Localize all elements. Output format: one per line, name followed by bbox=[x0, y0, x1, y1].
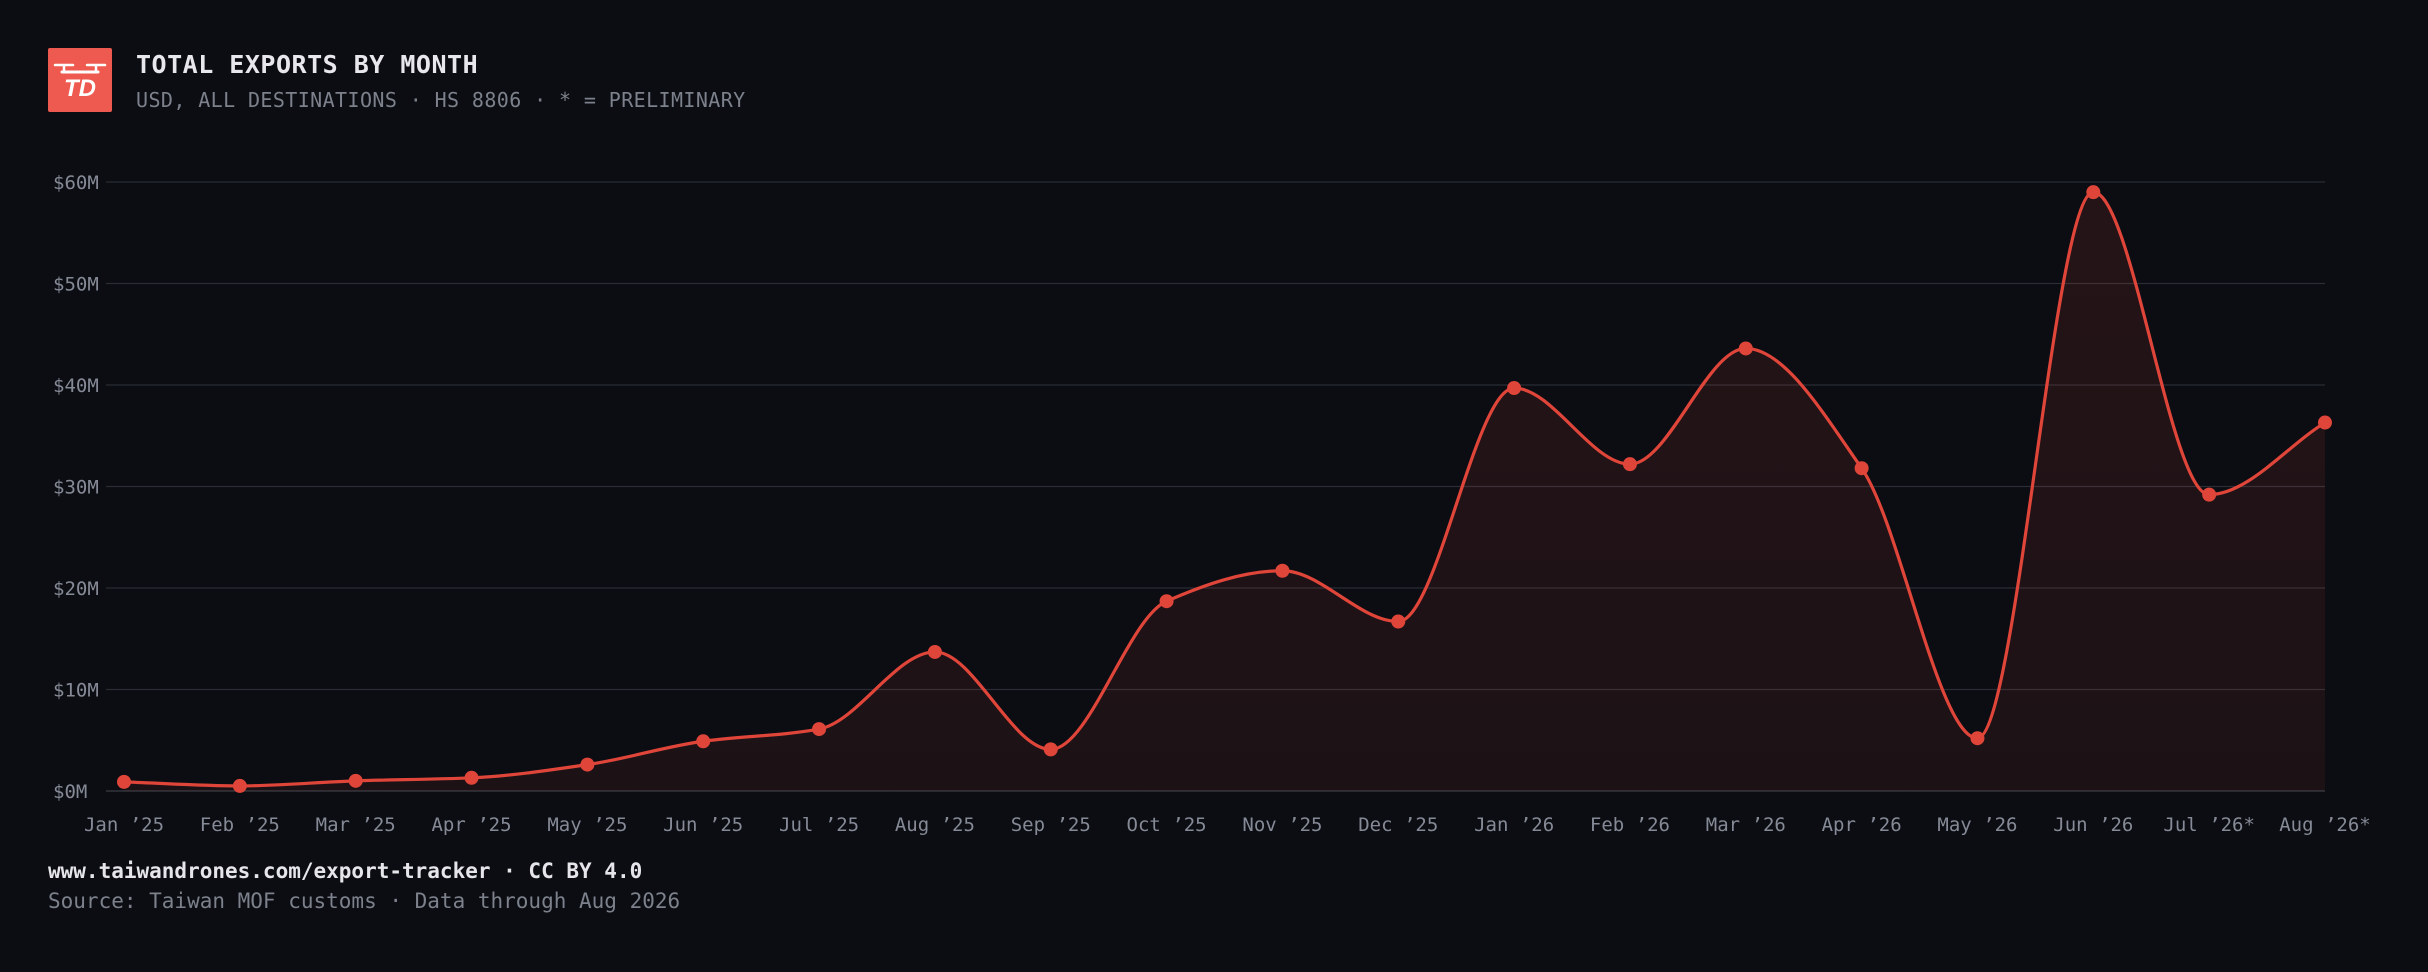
data-point bbox=[1391, 614, 1406, 629]
data-points bbox=[117, 185, 2332, 793]
y-axis-ticks: $0M $10M $20M $30M $40M $50M $60M bbox=[53, 172, 99, 803]
export-line-chart: $0M $10M $20M $30M $40M $50M $60M Jan ’25 Feb ’… bbox=[53, 172, 2371, 836]
brand-logo: TD bbox=[48, 48, 112, 112]
x-tick-label: Apr ’26 bbox=[1822, 814, 1902, 836]
data-point bbox=[696, 734, 711, 749]
data-point bbox=[1507, 381, 1522, 396]
y-tick-label: $50M bbox=[53, 274, 99, 296]
data-point bbox=[348, 773, 363, 788]
exports-area bbox=[124, 192, 2325, 791]
data-point bbox=[812, 722, 827, 737]
x-tick-label: Oct ’25 bbox=[1127, 814, 1207, 836]
data-point bbox=[927, 644, 942, 659]
y-tick-label: $40M bbox=[53, 375, 99, 397]
chart-title: TOTAL EXPORTS BY MONTH bbox=[136, 50, 479, 79]
chart-subtitle: USD, ALL DESTINATIONS · HS 8806 · * = PR… bbox=[136, 88, 746, 112]
x-tick-label: Jan ’26 bbox=[1474, 814, 1554, 836]
data-point bbox=[1159, 594, 1174, 609]
y-tick-label: $10M bbox=[53, 680, 99, 702]
logo-text: TD bbox=[64, 75, 96, 102]
data-point bbox=[464, 770, 479, 785]
data-point bbox=[117, 774, 131, 789]
x-tick-label: Aug ’26* bbox=[2279, 814, 2371, 836]
footer-source: Source: Taiwan MOF customs · Data throug… bbox=[48, 889, 681, 913]
data-point bbox=[2318, 415, 2332, 430]
x-axis-ticks: Jan ’25 Feb ’25 Mar ’25 Apr ’25 May ’25 Jun ’… bbox=[84, 814, 2371, 836]
x-tick-label: Jun ’26 bbox=[2053, 814, 2133, 836]
x-tick-label: Nov ’25 bbox=[1242, 814, 1322, 836]
x-tick-label: Jul ’25 bbox=[779, 814, 859, 836]
data-point bbox=[232, 778, 247, 793]
x-tick-label: May ’26 bbox=[1937, 814, 2017, 836]
x-tick-label: May ’25 bbox=[547, 814, 627, 836]
x-tick-label: Mar ’25 bbox=[316, 814, 396, 836]
footer-link[interactable]: www.taiwandrones.com/export-tracker · CC… bbox=[48, 859, 643, 883]
data-point bbox=[580, 757, 595, 772]
x-tick-label: Mar ’26 bbox=[1706, 814, 1786, 836]
data-point bbox=[1970, 731, 1985, 746]
data-point bbox=[1854, 461, 1869, 476]
x-tick-label: Feb ’26 bbox=[1590, 814, 1670, 836]
drone-logo-icon: TD bbox=[53, 63, 107, 102]
x-tick-label: Sep ’25 bbox=[1011, 814, 1091, 836]
x-tick-label: Jul ’26* bbox=[2163, 814, 2255, 836]
data-point bbox=[2202, 487, 2217, 502]
data-point bbox=[2086, 185, 2101, 200]
data-point bbox=[1622, 457, 1637, 472]
x-tick-label: Feb ’25 bbox=[200, 814, 280, 836]
y-tick-label: $60M bbox=[53, 172, 99, 194]
y-tick-label: $30M bbox=[53, 477, 99, 499]
data-point bbox=[1043, 742, 1058, 757]
data-point bbox=[1738, 341, 1753, 356]
x-tick-label: Jan ’25 bbox=[84, 814, 164, 836]
x-tick-label: Aug ’25 bbox=[895, 814, 975, 836]
x-tick-label: Dec ’25 bbox=[1358, 814, 1438, 836]
x-tick-label: Jun ’25 bbox=[663, 814, 743, 836]
y-tick-label: $20M bbox=[53, 578, 99, 600]
y-tick-label: $0M bbox=[53, 781, 87, 803]
data-point bbox=[1275, 563, 1290, 578]
x-tick-label: Apr ’25 bbox=[431, 814, 511, 836]
